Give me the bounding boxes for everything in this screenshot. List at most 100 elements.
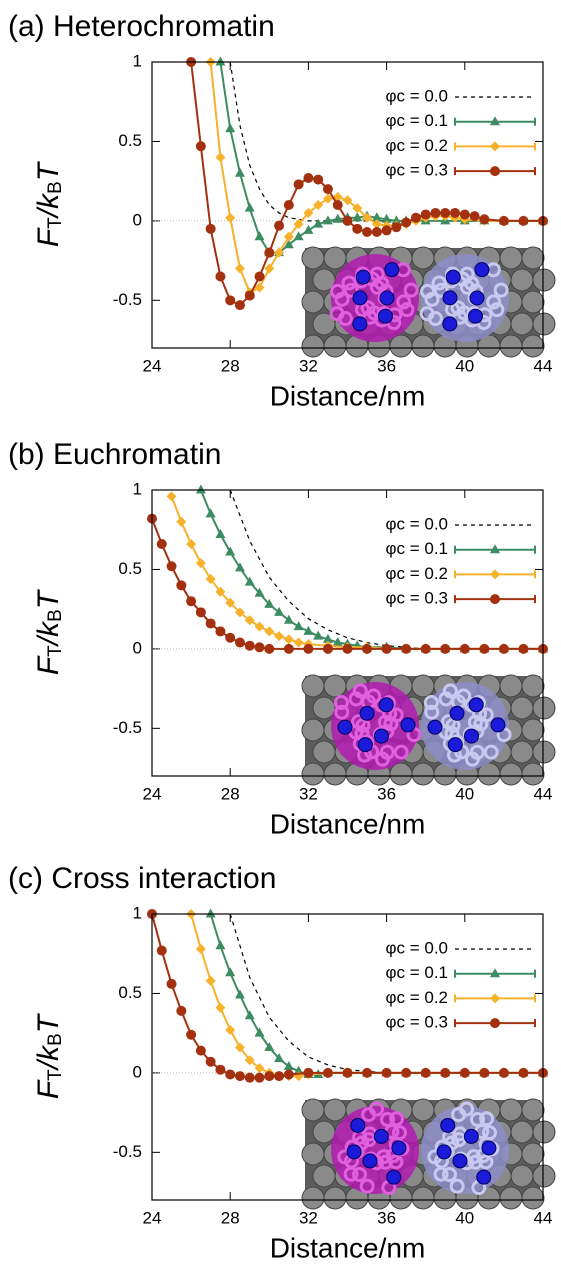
inset-bead — [424, 291, 440, 307]
marker — [322, 184, 333, 195]
inset-nucleosome — [362, 1153, 378, 1169]
inset-bead — [423, 695, 439, 711]
marker — [498, 215, 509, 226]
legend-label: φc = 0.3 — [385, 1013, 448, 1032]
inset-sphere — [312, 1164, 336, 1188]
x-tick-label: 44 — [534, 784, 553, 803]
marker — [498, 643, 509, 654]
marker — [274, 220, 285, 231]
y-tick-label: 1 — [133, 479, 142, 498]
marker — [215, 626, 226, 637]
inset-sphere — [532, 1164, 556, 1188]
inset-nucleosome — [352, 316, 368, 332]
x-tick-label: 24 — [143, 784, 162, 803]
x-tick-label: 44 — [534, 1208, 553, 1227]
marker — [215, 152, 226, 163]
inset-nucleosome — [346, 1144, 362, 1160]
marker — [371, 227, 382, 238]
marker — [342, 195, 353, 206]
inset-nucleosome — [378, 697, 394, 713]
marker — [283, 231, 294, 242]
inset-sphere — [521, 334, 545, 358]
x-axis-label: Distance/nm — [270, 1232, 426, 1263]
inset-sphere — [521, 1142, 545, 1166]
inset-image — [301, 674, 556, 786]
panel-title: (a) Heterochromatin — [8, 10, 275, 43]
marker — [244, 290, 255, 301]
y-axis-label-part: T — [45, 645, 66, 657]
inset-nucleosome — [452, 1153, 468, 1169]
inset-nucleosome — [442, 290, 458, 306]
marker — [225, 597, 236, 608]
inset-sphere — [521, 762, 545, 786]
marker — [420, 643, 431, 654]
marker — [352, 203, 363, 214]
inset-bead — [486, 294, 502, 310]
marker — [479, 214, 490, 225]
inset-sphere — [499, 1098, 523, 1122]
marker — [371, 212, 382, 222]
inset-sphere — [510, 268, 534, 292]
inset-nucleosome — [350, 1117, 366, 1133]
panel-title: (c) Cross interaction — [8, 862, 276, 895]
marker — [362, 212, 373, 223]
y-axis-label-part: F — [32, 227, 65, 247]
inset-bead — [442, 1167, 458, 1183]
marker — [264, 598, 275, 608]
inset-bead — [361, 1107, 377, 1123]
marker — [176, 580, 187, 591]
y-axis-label-part: /k — [32, 1044, 65, 1071]
marker — [381, 225, 392, 236]
marker — [381, 213, 392, 223]
inset-nucleosome — [445, 269, 461, 285]
inset-sphere — [411, 1186, 435, 1210]
inset-bead — [334, 291, 350, 307]
marker — [225, 632, 236, 643]
inset-nucleosome — [386, 1169, 402, 1185]
x-tick-label: 40 — [455, 1208, 474, 1227]
marker — [166, 561, 177, 572]
inset-nucleosome — [436, 1144, 452, 1160]
legend-label: φc = 0.1 — [385, 111, 448, 130]
x-axis-label: Distance/nm — [270, 808, 426, 839]
marker — [303, 625, 314, 635]
inset-bead — [352, 1167, 368, 1183]
marker — [518, 643, 529, 654]
inset-sphere — [411, 334, 435, 358]
inset-bead — [343, 282, 359, 298]
inset-sphere — [323, 1098, 347, 1122]
marker — [459, 643, 470, 654]
y-axis-label-part: B — [45, 609, 66, 622]
marker — [264, 247, 275, 258]
marker — [283, 1061, 294, 1071]
marker — [362, 643, 373, 654]
inset-bead — [334, 704, 350, 720]
inset-nucleosome — [384, 262, 400, 278]
inset-image — [301, 1098, 556, 1210]
inset-nucleosome — [352, 290, 368, 306]
legend-label: φc = 0.2 — [385, 564, 448, 583]
marker — [410, 212, 421, 223]
inset-sphere — [301, 718, 325, 742]
marker — [313, 630, 324, 640]
marker — [450, 207, 461, 218]
inset-sphere — [521, 674, 545, 698]
marker — [205, 908, 216, 918]
marker — [225, 123, 236, 133]
marker — [225, 295, 236, 306]
marker — [264, 263, 275, 274]
x-axis-label: Distance/nm — [270, 380, 426, 411]
marker — [274, 247, 285, 258]
inset-sphere — [389, 762, 413, 786]
inset-sphere — [301, 1098, 325, 1122]
marker — [401, 217, 412, 228]
inset-nucleosome — [373, 728, 389, 744]
inset-sphere — [499, 246, 523, 270]
marker — [264, 643, 275, 654]
inset-nucleosome — [400, 717, 416, 733]
marker — [518, 215, 529, 226]
y-tick-label: 0.5 — [118, 983, 142, 1002]
series-line — [190, 913, 543, 1078]
x-tick-label: 32 — [299, 356, 318, 375]
inset-sphere — [532, 740, 556, 764]
